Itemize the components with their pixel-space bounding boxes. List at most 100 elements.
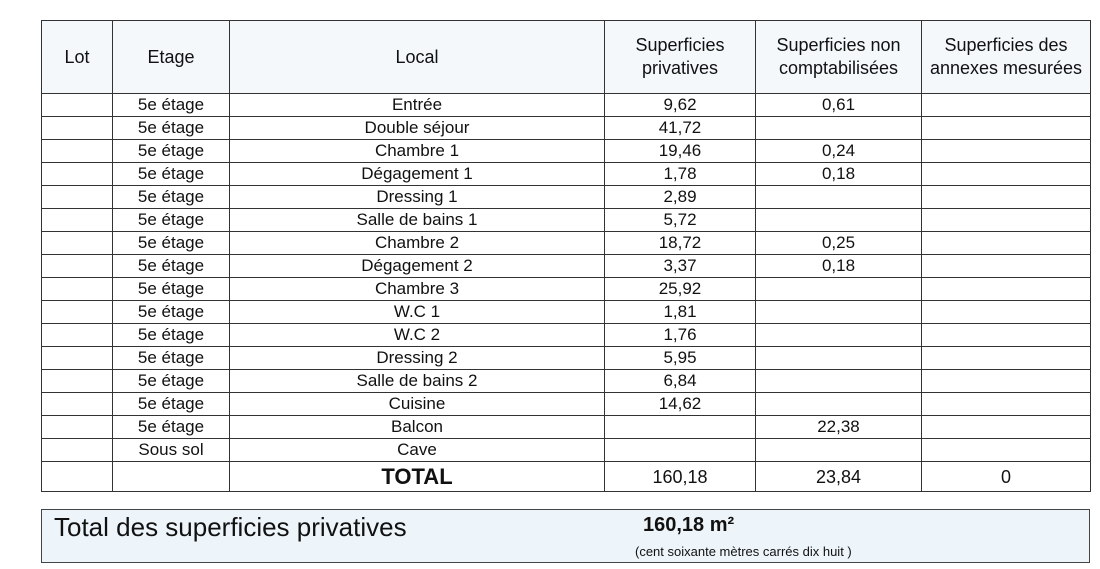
cell: 5e étage (112, 392, 230, 416)
cell (755, 185, 922, 209)
cell (41, 162, 113, 186)
table-body: 5e étage Entrée 9,62 0,61 5e étage Double séj… (41, 93, 1091, 492)
cell: Chambre 2 (229, 231, 605, 255)
cell (755, 208, 922, 232)
column-header: Superficies non comptabilisées (755, 20, 922, 94)
cell: Sous sol (112, 438, 230, 462)
cell (921, 93, 1091, 117)
table-row: 5e étage Salle de bains 2 6,84 (41, 369, 1091, 393)
table-row: 5e étage Entrée 9,62 0,61 (41, 93, 1091, 117)
cell (41, 254, 113, 278)
cell (921, 323, 1091, 347)
cell (921, 185, 1091, 209)
table-row: 5e étage Dégagement 2 3,37 0,18 (41, 254, 1091, 278)
cell: 5e étage (112, 254, 230, 278)
summary-label: Total des superficies privatives (54, 512, 407, 542)
cell: Dressing 2 (229, 346, 605, 370)
cell: Salle de bains 1 (229, 208, 605, 232)
table-row: 5e étage Dégagement 1 1,78 0,18 (41, 162, 1091, 186)
cell: 5e étage (112, 231, 230, 255)
total-cell: 160,18 (604, 461, 756, 492)
column-header: Etage (112, 20, 230, 94)
cell: 2,89 (604, 185, 756, 209)
cell: 0,61 (755, 93, 922, 117)
table-row: 5e étage Cuisine 14,62 (41, 392, 1091, 416)
cell: 9,62 (604, 93, 756, 117)
table-row: 5e étage W.C 1 1,81 (41, 300, 1091, 324)
cell: W.C 1 (229, 300, 605, 324)
cell: 5,72 (604, 208, 756, 232)
table-row: Sous sol Cave (41, 438, 1091, 462)
column-header: Superficies privatives (604, 20, 756, 94)
cell: Chambre 1 (229, 139, 605, 163)
cell: 5e étage (112, 277, 230, 301)
column-header: Superficies des annexes mesurées (921, 20, 1091, 94)
cell: 1,76 (604, 323, 756, 347)
cell (41, 346, 113, 370)
cell (755, 392, 922, 416)
cell (41, 139, 113, 163)
cell: 22,38 (755, 415, 922, 439)
cell: Entrée (229, 93, 605, 117)
cell: Balcon (229, 415, 605, 439)
cell (921, 346, 1091, 370)
cell: 19,46 (604, 139, 756, 163)
cell (921, 415, 1091, 439)
cell: 5e étage (112, 116, 230, 140)
cell (921, 208, 1091, 232)
cell (41, 392, 113, 416)
cell (41, 461, 113, 492)
cell: 1,78 (604, 162, 756, 186)
cell (41, 208, 113, 232)
summary-value: 160,18 m² (643, 514, 735, 536)
cell: Cave (229, 438, 605, 462)
cell: 5e étage (112, 93, 230, 117)
table-row: 5e étage W.C 2 1,76 (41, 323, 1091, 347)
cell (41, 323, 113, 347)
total-cell: 0 (921, 461, 1091, 492)
cell (41, 93, 113, 117)
total-row: TOTAL 160,18 23,84 0 (41, 461, 1091, 492)
cell: W.C 2 (229, 323, 605, 347)
surface-table: Lot Etage Local Superficies privatives Super… (41, 20, 1091, 492)
table-row: 5e étage Chambre 2 18,72 0,25 (41, 231, 1091, 255)
cell (755, 323, 922, 347)
summary-words: (cent soixante mètres carrés dix huit ) (635, 544, 852, 559)
cell: 5e étage (112, 346, 230, 370)
cell (921, 162, 1091, 186)
cell: 41,72 (604, 116, 756, 140)
cell: 5e étage (112, 162, 230, 186)
header-row: Lot Etage Local Superficies privatives Super… (41, 20, 1091, 94)
cell: 25,92 (604, 277, 756, 301)
cell (604, 438, 756, 462)
cell (921, 369, 1091, 393)
column-header: Lot (41, 20, 113, 94)
cell: 0,18 (755, 162, 922, 186)
table-row: 5e étage Double séjour 41,72 (41, 116, 1091, 140)
cell: 18,72 (604, 231, 756, 255)
table-row: 5e étage Dressing 2 5,95 (41, 346, 1091, 370)
cell (41, 116, 113, 140)
column-header: Local (229, 20, 605, 94)
cell (921, 231, 1091, 255)
cell (41, 369, 113, 393)
cell (921, 438, 1091, 462)
cell: 5e étage (112, 323, 230, 347)
total-label: TOTAL (229, 461, 605, 492)
cell: Double séjour (229, 116, 605, 140)
cell: 5e étage (112, 139, 230, 163)
cell (921, 254, 1091, 278)
cell: 5e étage (112, 185, 230, 209)
table-row: 5e étage Dressing 1 2,89 (41, 185, 1091, 209)
cell: 3,37 (604, 254, 756, 278)
table-row: 5e étage Balcon 22,38 (41, 415, 1091, 439)
cell (921, 300, 1091, 324)
cell: 5e étage (112, 415, 230, 439)
cell (41, 231, 113, 255)
cell: Chambre 3 (229, 277, 605, 301)
cell (921, 277, 1091, 301)
cell (921, 139, 1091, 163)
cell: Cuisine (229, 392, 605, 416)
cell (112, 461, 230, 492)
table-row: 5e étage Salle de bains 1 5,72 (41, 208, 1091, 232)
